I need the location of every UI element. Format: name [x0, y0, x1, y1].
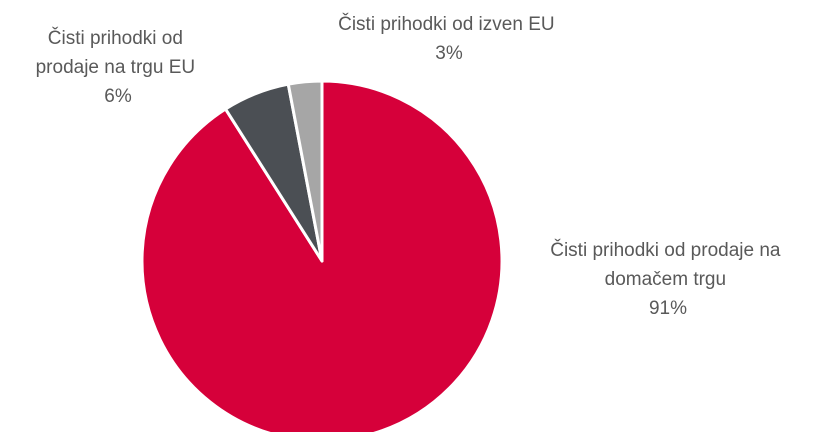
slice-label-eu: Čisti prihodki od prodaje na trgu EU 6%	[36, 27, 201, 107]
slice-value-outside-eu: 3%	[435, 43, 463, 64]
slice-label-outside-eu-line-1: Čisti prihodki od izven EU	[338, 13, 554, 35]
slice-label-domestic-line-1: Čisti prihodki od prodaje na	[550, 239, 781, 261]
pie-slices	[140, 79, 504, 432]
slice-label-domestic: Čisti prihodki od prodaje na domačem trg…	[550, 239, 786, 319]
slice-value-eu: 6%	[104, 86, 132, 107]
slice-label-domestic-line-2: domačem trgu	[605, 269, 726, 290]
slice-label-eu-line-2: prodaje na trgu EU	[36, 57, 196, 78]
pie-slice-outside-eu	[286, 79, 324, 263]
slice-label-outside-eu: Čisti prihodki od izven EU 3%	[338, 13, 560, 64]
pie-slice-domestic	[140, 79, 504, 432]
slice-value-domestic: 91%	[649, 298, 687, 319]
slice-label-eu-line-1: Čisti prihodki od	[48, 27, 183, 49]
